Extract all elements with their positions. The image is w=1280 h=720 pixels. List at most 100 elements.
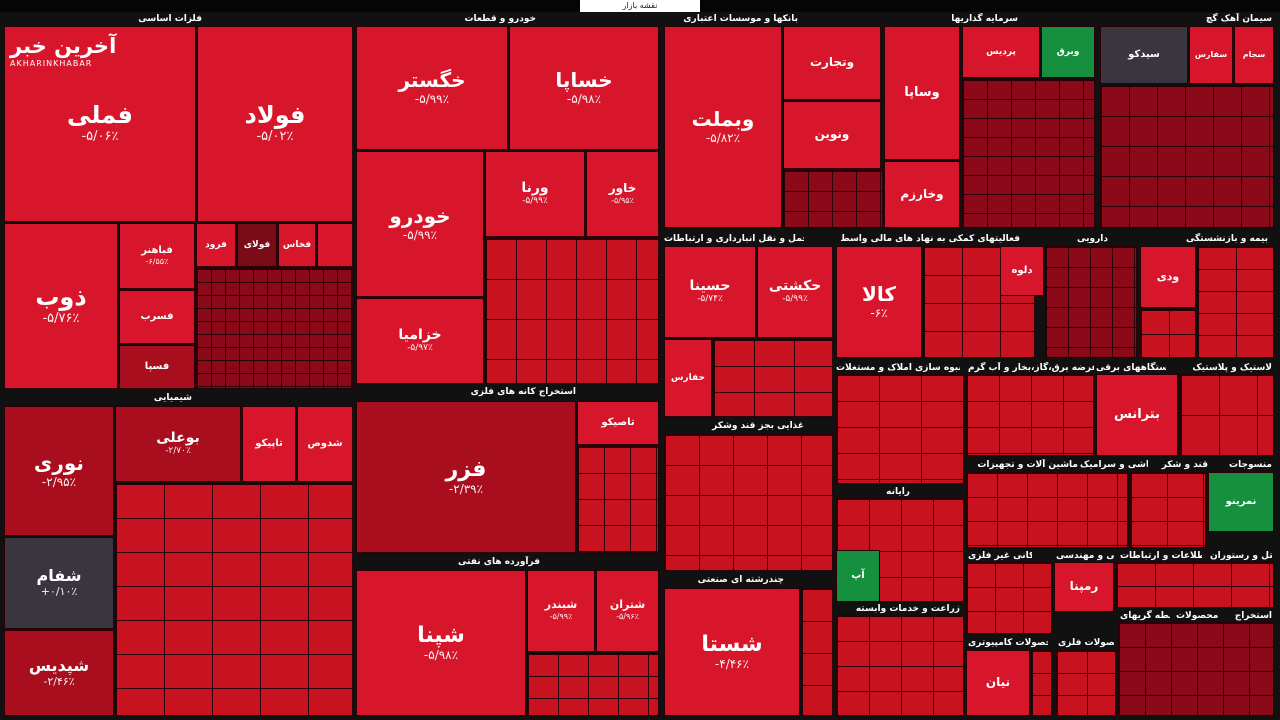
sector-title: لاستیک و پلاستیک xyxy=(1192,363,1272,373)
small-stocks-group xyxy=(1180,374,1274,456)
sector-title: دستگاههای برقی xyxy=(1096,363,1166,373)
stock-tile[interactable]: سفارس xyxy=(1189,26,1233,84)
stock-tile[interactable]: شدوص xyxy=(297,406,353,482)
stock-tile[interactable]: حکشتی -۵/۹۹٪ xyxy=(757,246,833,338)
stock-tile[interactable]: تاپیکو xyxy=(242,406,296,482)
stock-tile[interactable]: فولای xyxy=(237,223,277,267)
stock-tile[interactable]: بوعلی -۲/۷۰٪ xyxy=(115,406,241,482)
sector-title: حمل و نقل انبارداری و ارتباطات xyxy=(664,234,804,244)
stock-tile[interactable]: سجام xyxy=(1234,26,1274,84)
small-stocks-group xyxy=(1140,309,1196,358)
page-title: نقشه بازار xyxy=(580,0,700,12)
small-stocks-group xyxy=(1031,650,1052,716)
small-stocks-group xyxy=(966,374,1094,456)
stock-tile[interactable]: شتران -۵/۹۶٪ xyxy=(596,570,659,652)
stock-tile[interactable]: نمرینو xyxy=(1208,472,1274,532)
small-stocks-group xyxy=(1056,650,1116,716)
stock-tile[interactable]: شفام +۰/۱۰٪ xyxy=(4,537,114,629)
small-stocks-group xyxy=(783,170,883,228)
stock-tile[interactable]: نیان xyxy=(966,650,1030,716)
sector-title: ماشین آلات و تجهیزات xyxy=(977,460,1078,470)
stock-tile[interactable]: شستا -۴/۴۶٪ xyxy=(664,588,800,716)
stock-tile[interactable]: شبندر -۵/۹۹٪ xyxy=(527,570,595,652)
stock-tile[interactable]: فزر -۲/۳۹٪ xyxy=(356,401,576,553)
stock-tile[interactable]: فولاد -۵/۰۲٪ xyxy=(197,26,353,222)
sector-title: منسوجات xyxy=(1229,460,1272,470)
stock-tile[interactable]: ورنا -۵/۹۹٪ xyxy=(485,151,585,237)
stock-tile[interactable]: فباهنر -۶/۵۵٪ xyxy=(119,223,195,289)
sector-title: کانی غیر فلزی xyxy=(968,551,1032,561)
sector-title: اطلاعات و ارتباطات xyxy=(1120,551,1202,561)
small-stocks-group xyxy=(713,339,833,417)
small-stocks-group xyxy=(664,434,833,571)
stock-tile[interactable]: کالا -۶٪ xyxy=(836,246,922,358)
stock-tile[interactable]: وبملت -۵/۸۲٪ xyxy=(664,26,782,228)
sector-title: فرآورده های نفتی xyxy=(457,557,540,567)
small-stocks-group xyxy=(1130,472,1206,548)
stock-tile[interactable]: شپدیس -۲/۴۶٪ xyxy=(4,630,114,716)
stock-tile[interactable]: آپ xyxy=(836,550,880,602)
sector-title: فلزات اساسی xyxy=(138,14,202,24)
stock-tile[interactable]: خاور -۵/۹۵٪ xyxy=(586,151,659,237)
stock-tile[interactable]: ونوین xyxy=(783,101,881,169)
sector-title: محصولات فلزی xyxy=(1058,638,1114,648)
sector-title: خودرو و قطعات xyxy=(464,14,536,24)
sector-title: شیمیایی xyxy=(153,393,192,403)
small-stocks-group xyxy=(962,79,1095,228)
sector-title: غذایی بجز قند وشکر xyxy=(712,421,804,431)
stock-tile[interactable]: ذوب -۵/۷۶٪ xyxy=(4,223,118,389)
sector-title: فعالیتهای کمکی به نهاد های مالی واسط xyxy=(840,234,1020,244)
sector-title: بیمه و بازنشستگی xyxy=(1185,234,1268,244)
stock-tile[interactable] xyxy=(317,223,353,267)
stock-tile[interactable]: حفارس xyxy=(664,339,712,417)
small-stocks-group xyxy=(801,588,833,716)
sector-title: استخراج xyxy=(1234,611,1272,621)
site-logo: آخرین خبر AKHARINKHABAR xyxy=(10,34,120,74)
stock-tile[interactable]: تاصیکو xyxy=(577,401,659,445)
sector-title: استخراج کانه های فلزی xyxy=(470,387,576,397)
stock-tile[interactable]: رمپنا xyxy=(1054,562,1114,612)
stock-tile[interactable]: خگستر -۵/۹۹٪ xyxy=(356,26,508,150)
small-stocks-group xyxy=(836,615,964,716)
stock-tile[interactable]: نوری -۲/۹۵٪ xyxy=(4,406,114,536)
small-stocks-group xyxy=(966,472,1128,548)
stock-tile[interactable]: فرود xyxy=(196,223,236,267)
sector-title: زراعت و خدمات وابسته xyxy=(855,604,960,614)
stock-tile[interactable]: وخارزم xyxy=(884,161,960,228)
sector-title: رایانه xyxy=(886,487,910,497)
small-stocks-group xyxy=(1100,85,1274,228)
sector-title: دارویی xyxy=(1077,234,1108,244)
logo-text-fa: آخرین خبر xyxy=(10,34,117,58)
small-stocks-group xyxy=(1197,246,1274,358)
stock-tile[interactable]: بترانس xyxy=(1096,374,1178,456)
small-stocks-group xyxy=(966,562,1052,634)
stock-tile[interactable]: فسرب xyxy=(119,290,195,344)
small-stocks-group xyxy=(485,238,659,384)
sector-title: کاشی و سرامیک xyxy=(1080,460,1148,470)
sector-title: عرضه برق،گاز،بخار و آب گرم xyxy=(968,363,1094,373)
small-stocks-group xyxy=(196,268,353,389)
stock-tile[interactable]: سیدکو xyxy=(1100,26,1188,84)
small-stocks-group xyxy=(1045,246,1137,358)
sector-title: واسطه گریهای xyxy=(1120,611,1170,621)
stock-tile[interactable]: فخاس xyxy=(278,223,316,267)
sector-title: انبوه سازی املاک و مستغلات xyxy=(836,363,960,373)
stock-tile[interactable]: وبرق xyxy=(1041,26,1095,78)
stock-tile[interactable]: دلوه xyxy=(1000,246,1044,296)
stock-tile[interactable]: خزامیا -۵/۹۷٪ xyxy=(356,298,484,384)
stock-tile[interactable]: وساپا xyxy=(884,26,960,160)
stock-tile[interactable]: شپنا -۵/۹۸٪ xyxy=(356,570,526,716)
sector-title: بانکها و موسسات اعتباری xyxy=(683,14,798,24)
stock-tile[interactable]: فملی -۵/۰۶٪ xyxy=(4,26,196,222)
stock-tile[interactable]: خودرو -۵/۹۹٪ xyxy=(356,151,484,297)
small-stocks-group xyxy=(115,483,353,716)
small-stocks-group xyxy=(836,374,964,484)
stock-tile[interactable]: پردیس xyxy=(962,26,1040,78)
sector-title: فنی و مهندسی xyxy=(1056,551,1114,561)
stock-tile[interactable]: خساپا -۵/۹۸٪ xyxy=(509,26,659,150)
sector-title: سیمان آهک گچ xyxy=(1205,14,1272,24)
stock-tile[interactable]: وتجارت xyxy=(783,26,881,100)
stock-tile[interactable]: حسینا -۵/۷۴٪ xyxy=(664,246,756,338)
stock-tile[interactable]: فسپا xyxy=(119,345,195,389)
stock-tile[interactable]: ودی xyxy=(1140,246,1196,308)
